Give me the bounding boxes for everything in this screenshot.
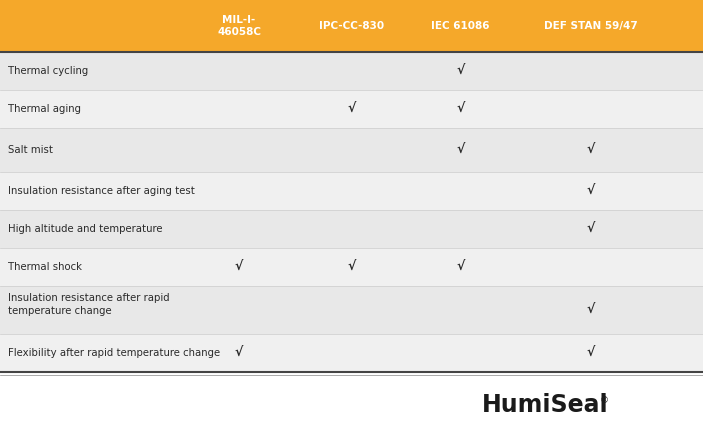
- Text: √: √: [586, 223, 595, 236]
- Bar: [0, 372, 703, 438]
- Text: Thermal shock: Thermal shock: [8, 262, 82, 272]
- Bar: [0, 52, 703, 90]
- Text: √: √: [235, 346, 243, 360]
- Text: Salt mist: Salt mist: [8, 145, 53, 155]
- Text: IEC 61086: IEC 61086: [431, 21, 490, 31]
- Text: √: √: [235, 261, 243, 273]
- Text: √: √: [347, 261, 356, 273]
- Text: Flexibility after rapid temperature change: Flexibility after rapid temperature chan…: [8, 348, 221, 358]
- Text: DEF STAN 59/47: DEF STAN 59/47: [543, 21, 638, 31]
- Text: √: √: [456, 261, 465, 273]
- Bar: [0, 172, 703, 210]
- Bar: [0, 90, 703, 128]
- Text: √: √: [586, 184, 595, 198]
- Text: Thermal aging: Thermal aging: [8, 104, 82, 114]
- Text: √: √: [456, 64, 465, 78]
- Text: √: √: [586, 304, 595, 317]
- Text: √: √: [456, 102, 465, 116]
- Bar: [0, 0, 703, 52]
- Text: Insulation resistance after rapid
temperature change: Insulation resistance after rapid temper…: [8, 293, 170, 316]
- Bar: [0, 128, 703, 172]
- Bar: [0, 210, 703, 248]
- Bar: [0, 286, 703, 334]
- Text: Thermal cycling: Thermal cycling: [8, 66, 89, 76]
- Text: MIL-I-
46058C: MIL-I- 46058C: [217, 15, 261, 37]
- Bar: [0, 248, 703, 286]
- Text: √: √: [456, 144, 465, 156]
- Text: High altitude and temperature: High altitude and temperature: [8, 224, 163, 234]
- Text: Insulation resistance after aging test: Insulation resistance after aging test: [8, 186, 195, 196]
- Text: √: √: [586, 346, 595, 360]
- Text: HumiSeal: HumiSeal: [482, 393, 608, 417]
- Bar: [0, 334, 703, 372]
- Text: √: √: [586, 144, 595, 156]
- Text: √: √: [347, 102, 356, 116]
- Text: IPC-CC-830: IPC-CC-830: [319, 21, 384, 31]
- Text: ®: ®: [600, 396, 609, 405]
